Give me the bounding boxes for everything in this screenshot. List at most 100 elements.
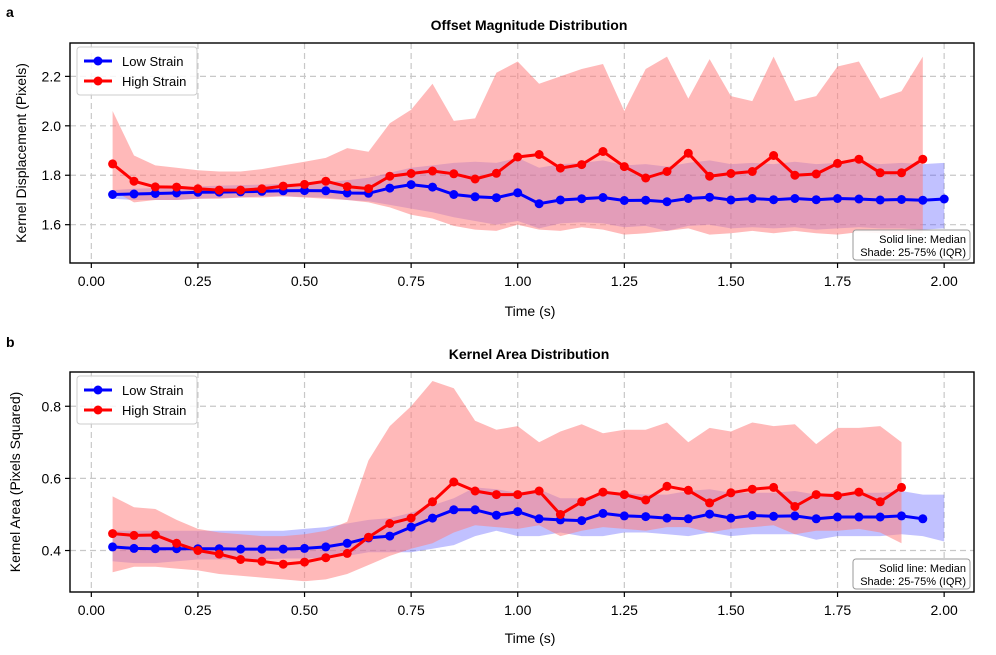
plot-frame — [69, 371, 975, 593]
data-point-high-strain — [172, 538, 182, 548]
data-point-high-strain — [470, 174, 480, 184]
x-tick-label: 0.50 — [291, 273, 318, 289]
data-point-low-strain — [918, 195, 928, 205]
data-point-low-strain — [619, 196, 629, 205]
data-point-high-strain — [854, 487, 864, 497]
data-point-high-strain — [236, 185, 246, 195]
data-point-high-strain — [342, 182, 352, 192]
data-point-low-strain — [491, 193, 501, 203]
data-point-high-strain — [555, 510, 565, 519]
data-point-high-strain — [918, 154, 928, 164]
x-tick-label: 0.75 — [398, 273, 425, 289]
data-point-low-strain — [854, 194, 864, 204]
y-axis-label: Kernel Displacement (Pixels) — [13, 63, 29, 243]
data-point-low-strain — [769, 511, 779, 521]
data-point-low-strain — [385, 531, 395, 541]
axis-ticks: 0.00 0.25 0.50 0.75 1.00 1.25 1.50 1.75 2.00 1.6 1… — [42, 68, 958, 289]
data-point-high-strain — [428, 166, 437, 176]
data-point-high-strain — [236, 555, 246, 564]
panel-letter: b — [6, 334, 15, 350]
x-tick-label: 1.25 — [611, 602, 638, 618]
x-tick-label: 1.00 — [504, 602, 531, 618]
data-point-high-strain — [769, 482, 779, 492]
x-axis-label: Time (s) — [505, 630, 556, 646]
data-point-high-strain — [406, 513, 416, 523]
chart-title: Offset Magnitude Distribution — [431, 17, 628, 33]
data-point-low-strain — [321, 542, 331, 552]
y-tick-label: 1.6 — [42, 217, 62, 233]
data-point-high-strain — [257, 556, 267, 566]
data-point-high-strain — [449, 169, 459, 179]
data-point-low-strain — [108, 190, 118, 199]
data-point-high-strain — [875, 497, 885, 507]
data-point-high-strain — [897, 482, 906, 492]
data-point-low-strain — [662, 197, 672, 207]
data-point-low-strain — [897, 511, 906, 521]
data-point-low-strain — [491, 510, 501, 520]
data-point-high-strain — [683, 485, 693, 495]
data-point-low-strain — [875, 195, 885, 205]
data-point-high-strain — [811, 490, 821, 500]
x-tick-label: 2.00 — [931, 602, 958, 618]
data-point-high-strain — [854, 154, 864, 164]
data-point-low-strain — [811, 195, 821, 205]
data-point-high-strain — [705, 498, 715, 508]
panel-letter: a — [6, 4, 14, 20]
y-tick-label: 2.2 — [42, 68, 62, 84]
data-point-high-strain — [300, 179, 309, 189]
data-point-high-strain — [278, 181, 288, 191]
x-tick-label: 0.00 — [78, 273, 105, 289]
data-point-high-strain — [364, 184, 373, 194]
annotation-iqr: Shade: 25-75% (IQR) — [860, 576, 966, 588]
data-point-low-strain — [513, 188, 523, 198]
data-point-high-strain — [428, 497, 437, 507]
data-point-high-strain — [342, 548, 352, 558]
data-point-high-strain — [108, 159, 118, 169]
x-tick-label: 1.75 — [824, 602, 851, 618]
data-point-low-strain — [555, 195, 565, 205]
data-point-low-strain — [875, 512, 885, 522]
data-point-low-strain — [449, 190, 459, 199]
data-point-low-strain — [705, 509, 715, 519]
data-point-high-strain — [769, 151, 779, 160]
data-point-high-strain — [726, 488, 736, 498]
data-point-low-strain — [790, 511, 800, 521]
annotation-box: Solid line: Median Shade: 25-75% (IQR) — [852, 558, 971, 590]
data-point-low-strain — [513, 507, 523, 517]
axis-ticks: 0.00 0.25 0.50 0.75 1.00 1.25 1.50 1.75 2.00 0.4 0… — [42, 398, 958, 618]
data-point-low-strain — [726, 195, 736, 205]
y-axis-label: Kernel Area (Pixels Squared) — [7, 392, 23, 573]
data-point-high-strain — [726, 169, 736, 178]
data-point-low-strain — [385, 183, 395, 193]
data-point-high-strain — [641, 173, 651, 183]
data-point-high-strain — [833, 491, 842, 501]
legend-marker-low — [93, 385, 103, 395]
annotation-median: Solid line: Median — [879, 234, 966, 246]
data-point-high-strain — [513, 152, 523, 162]
data-point-low-strain — [833, 512, 842, 522]
data-point-high-strain — [534, 150, 544, 159]
data-point-low-strain — [918, 514, 928, 524]
data-point-low-strain — [470, 505, 480, 515]
data-point-high-strain — [619, 490, 629, 500]
panel-a: a Offset Magnitude Distribution 0.00 0.25… — [6, 4, 975, 319]
plot-frame — [69, 42, 975, 264]
data-point-high-strain — [172, 182, 182, 192]
x-tick-label: 1.75 — [824, 273, 851, 289]
data-point-high-strain — [534, 486, 544, 496]
data-point-high-strain — [683, 148, 693, 158]
data-point-high-strain — [811, 169, 821, 179]
data-point-low-strain — [236, 544, 246, 554]
legend: Low Strain High Strain — [76, 375, 198, 425]
data-point-low-strain — [747, 194, 757, 203]
median-line-low-strain — [112, 183, 945, 206]
data-point-low-strain — [939, 194, 949, 204]
y-tick-label: 0.4 — [42, 543, 62, 559]
data-point-high-strain — [491, 490, 501, 500]
iqr-band-high-strain — [112, 381, 902, 582]
x-tick-label: 0.75 — [398, 602, 425, 618]
data-point-low-strain — [683, 514, 693, 524]
data-point-low-strain — [726, 513, 736, 523]
data-point-low-strain — [577, 516, 587, 526]
